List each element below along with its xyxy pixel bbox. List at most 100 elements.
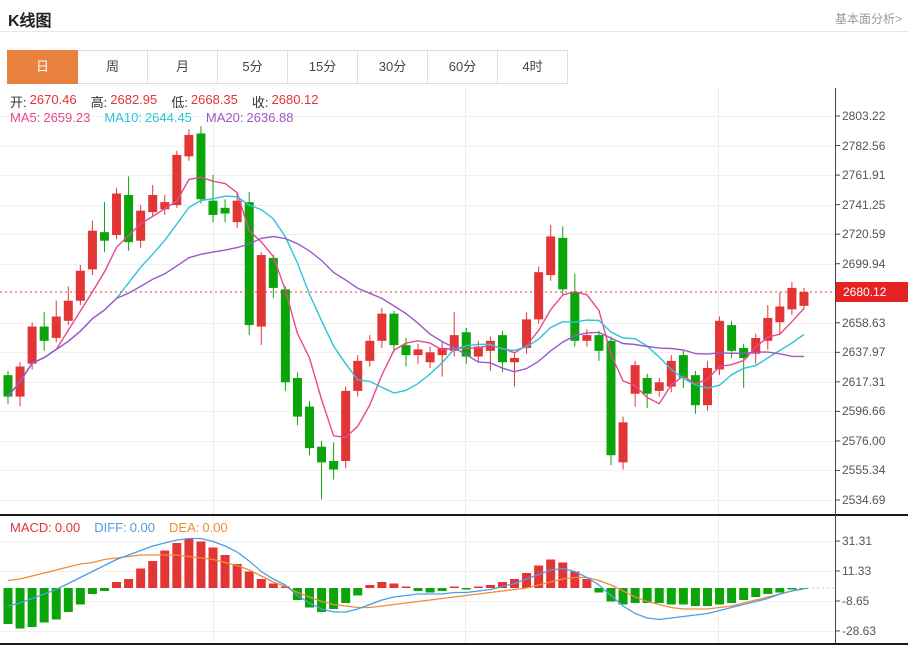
candle-body [461,332,471,357]
candle-body [666,360,676,387]
price-axis-label: 2576.00 [842,433,886,448]
macd-hist-bar [642,588,652,603]
candle-body [329,460,339,470]
tab-30min[interactable]: 30分 [357,50,428,84]
candle-body [775,306,785,323]
ohlc-row-item: 开: 2670.46 [10,92,77,110]
candle-body [510,357,520,363]
ma5-line [7,176,805,439]
macd-hist-bar [630,588,640,603]
tab-4hour[interactable]: 4时 [497,50,568,84]
diff-line [7,537,805,621]
candle-body [389,313,399,346]
candle-body [317,446,327,463]
macd-axis-label: 31.31 [842,534,873,549]
macd-hist-bar [678,588,688,605]
candle-body [654,382,664,391]
macd-hist-bar [570,571,580,588]
candle-body [256,255,266,327]
macd-hist-bar [305,588,314,608]
ma20-line [7,235,804,398]
candle-body [630,365,640,394]
macd-axis-label: -8.65 [842,593,870,608]
macd-hist-bar [63,588,73,612]
candle-body [763,317,773,341]
macd-hist-bar [401,586,411,588]
macd-hist-bar [558,562,568,588]
macd-row-item: DIFF: 0.00 [94,520,156,535]
candle-body [702,367,712,406]
header-divider [0,31,908,32]
price-axis-label: 2637.97 [842,345,886,360]
macd-hist-bar [377,582,387,588]
candle-body [534,272,544,320]
candle-body [799,292,809,306]
candle-body [365,340,375,361]
candle-body [136,210,146,241]
macd-hist-bar [473,586,483,588]
price-axis-label: 2658.63 [842,315,886,330]
macd-hist-bar [437,588,447,591]
macd-hist-bar [232,564,242,588]
price-axis-label: 2699.94 [842,256,886,271]
candle-body [546,236,556,276]
macd-hist-bar [715,588,725,605]
macd-axis-label: 11.33 [842,564,872,578]
macd-row-item: DEA: 0.00 [169,520,228,535]
price-axis-label: 2782.56 [842,138,886,153]
tab-day[interactable]: 日 [7,50,78,84]
macd-hist-bar [425,588,435,593]
candle-body [27,326,37,364]
tab-60min[interactable]: 60分 [427,50,498,84]
macd-hist-bar [27,588,37,627]
tab-15min[interactable]: 15分 [287,50,358,84]
candle-body [75,270,85,301]
macd-hist-bar [329,588,339,609]
candle-body [413,349,423,356]
candle-body [3,375,13,397]
candle-body [558,237,568,290]
candle-body [690,375,700,406]
macd-hist-bar [690,588,700,606]
candle-body [401,345,411,356]
macd-hist-bar [124,579,134,588]
candle-body [280,289,290,383]
macd-hist-bar [534,565,544,588]
macd-hist-bar [172,543,182,588]
candle-body [473,346,483,357]
macd-hist-bar [666,588,676,605]
macd-hist-bar [208,547,218,588]
fundamental-analysis-link[interactable]: 基本面分析> [834,12,902,26]
tab-month[interactable]: 月 [147,50,218,84]
macd-hist-bar [389,583,399,588]
candle-body [606,340,616,456]
candle-body [148,194,158,213]
candle-body [522,319,532,348]
ma-row-item: MA20: 2636.88 [205,110,294,125]
macd-hist-bar [799,588,809,589]
macd-hist-bar [317,588,327,612]
candle-body [594,335,604,351]
macd-hist-bar [39,588,49,623]
macd-hist-bar [220,555,230,588]
candle-body [208,200,218,215]
macd-hist-bar [112,582,122,588]
bottom-border [0,643,908,645]
tab-5min[interactable]: 5分 [217,50,288,84]
price-axis-label: 2534.69 [842,493,886,507]
macd-hist-bar [99,588,109,591]
panel-divider [0,514,908,516]
candle-body [244,202,254,326]
candle-body [425,352,435,363]
page-title: K线图 [8,13,52,30]
price-axis-label: 2596.66 [842,404,886,419]
macd-hist-bar [702,588,712,606]
macd-hist-bar [485,585,495,588]
ohlc-row-item: 低: 2668.35 [171,92,238,110]
price-axis-label: 2741.25 [842,197,886,212]
macd-hist-bar [546,559,556,588]
candle-body [341,390,351,461]
macd-hist-bar [787,588,797,590]
candle-body [787,287,797,310]
